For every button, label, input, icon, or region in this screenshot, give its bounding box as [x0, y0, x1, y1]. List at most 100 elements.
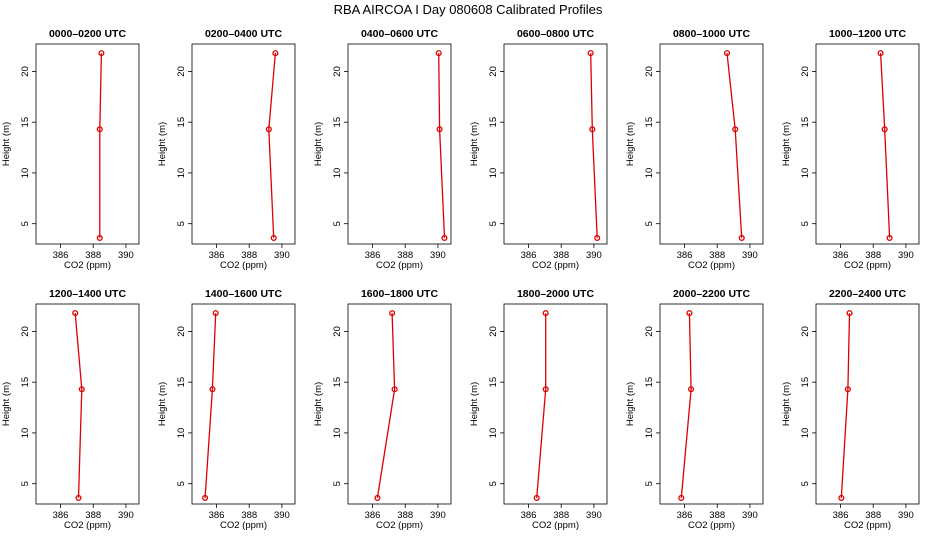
x-tick-label: 390: [898, 250, 914, 261]
profile-line: [726, 53, 743, 238]
data-point: [389, 310, 396, 317]
x-tick-label: 390: [586, 510, 602, 521]
y-tick-label: 15: [176, 377, 187, 388]
panel: 2200–2400 UTC 386 388 390 5 10 15 20 CO2 (ppm) He…: [781, 288, 920, 531]
data-point: [209, 386, 216, 393]
x-tick-label: 390: [118, 250, 134, 261]
data-point: [738, 234, 745, 241]
panel-title: 0800–1000 UTC: [673, 28, 750, 40]
x-axis-label: CO2 (ppm): [532, 260, 579, 271]
y-tick-label: 5: [332, 221, 343, 226]
x-axis-label: CO2 (ppm): [688, 520, 735, 531]
panel-title: 1600–1800 UTC: [361, 288, 438, 300]
y-tick-label: 10: [332, 428, 343, 439]
panel-grid: 0000–0200 UTC 386 388 390 5 10 15 20 CO2 (ppm) He…: [1, 28, 920, 531]
panel: 2000–2200 UTC 386 388 390 5 10 15 20 CO2 (ppm) He…: [625, 288, 764, 531]
data-point: [202, 494, 209, 501]
y-tick-label: 10: [176, 168, 187, 179]
profile-line: [268, 53, 277, 238]
data-point: [98, 50, 105, 57]
x-tick-label: 390: [274, 510, 290, 521]
x-tick-label: 390: [430, 250, 446, 261]
plot-frame: [659, 303, 764, 505]
y-tick-label: 10: [176, 428, 187, 439]
x-axis-label: CO2 (ppm): [220, 520, 267, 531]
panel-title: 0200–0400 UTC: [205, 28, 282, 40]
x-tick-label: 390: [274, 250, 290, 261]
data-point: [78, 386, 85, 393]
x-axis-label: CO2 (ppm): [376, 520, 423, 531]
x-axis-label: CO2 (ppm): [844, 260, 891, 271]
panel: 1200–1400 UTC 386 388 390 5 10 15 20 CO2 (ppm) He…: [1, 288, 140, 531]
x-tick-label: 390: [430, 510, 446, 521]
plot-frame: [815, 43, 920, 245]
profile-line: [536, 313, 547, 498]
x-tick-label: 386: [365, 250, 381, 261]
y-tick-label: 15: [488, 117, 499, 128]
y-axis-label: Height (m): [625, 122, 636, 166]
data-point: [838, 494, 845, 501]
panel-title: 2000–2200 UTC: [673, 288, 750, 300]
y-tick-label: 20: [20, 66, 31, 77]
data-point: [374, 494, 381, 501]
y-axis-label: Height (m): [469, 122, 480, 166]
data-point: [435, 50, 442, 57]
y-tick-label: 15: [20, 117, 31, 128]
x-tick-label: 390: [742, 510, 758, 521]
profile-line: [438, 53, 446, 238]
data-point: [886, 234, 893, 241]
y-tick-label: 5: [644, 221, 655, 226]
x-tick-label: 388: [241, 250, 257, 261]
x-axis-label: CO2 (ppm): [220, 260, 267, 271]
x-tick-label: 388: [397, 250, 413, 261]
profile-line: [590, 53, 598, 238]
y-tick-label: 20: [644, 66, 655, 77]
x-tick-label: 386: [521, 250, 537, 261]
panel: 1000–1200 UTC 386 388 390 5 10 15 20 CO2 (ppm) He…: [781, 28, 920, 271]
y-tick-label: 5: [488, 221, 499, 226]
data-point: [688, 386, 695, 393]
x-axis-label: CO2 (ppm): [688, 260, 735, 271]
y-axis-label: Height (m): [157, 122, 168, 166]
y-tick-label: 20: [800, 326, 811, 337]
profile-line: [204, 313, 217, 498]
plot-frame: [35, 43, 140, 245]
panel-title: 0000–0200 UTC: [49, 28, 126, 40]
y-tick-label: 20: [176, 66, 187, 77]
y-tick-label: 10: [20, 428, 31, 439]
y-tick-label: 5: [20, 481, 31, 486]
panel: 1400–1600 UTC 386 388 390 5 10 15 20 CO2 (ppm) He…: [157, 288, 296, 531]
y-axis-label: Height (m): [1, 382, 12, 426]
data-point: [75, 494, 82, 501]
y-tick-label: 10: [800, 168, 811, 179]
y-tick-label: 5: [20, 221, 31, 226]
y-tick-label: 5: [800, 221, 811, 226]
y-tick-label: 20: [644, 326, 655, 337]
y-tick-label: 10: [488, 168, 499, 179]
y-tick-label: 10: [488, 428, 499, 439]
y-tick-label: 20: [332, 326, 343, 337]
y-tick-label: 20: [332, 66, 343, 77]
profile-line: [74, 313, 83, 498]
x-tick-label: 388: [241, 510, 257, 521]
x-axis-label: CO2 (ppm): [376, 260, 423, 271]
panel-title: 1800–2000 UTC: [517, 288, 594, 300]
x-tick-label: 390: [118, 510, 134, 521]
panel: 0800–1000 UTC 386 388 390 5 10 15 20 CO2 (ppm) He…: [625, 28, 764, 271]
panel-title: 0400–0600 UTC: [361, 28, 438, 40]
y-axis-label: Height (m): [313, 122, 324, 166]
y-tick-label: 20: [488, 326, 499, 337]
data-point: [436, 126, 443, 133]
y-tick-label: 5: [332, 481, 343, 486]
x-tick-label: 386: [677, 250, 693, 261]
y-tick-label: 15: [644, 117, 655, 128]
panel-title: 2200–2400 UTC: [829, 288, 906, 300]
x-tick-label: 388: [553, 510, 569, 521]
y-tick-label: 15: [176, 117, 187, 128]
x-tick-label: 390: [898, 510, 914, 521]
y-axis-label: Height (m): [157, 382, 168, 426]
panel-title: 1000–1200 UTC: [829, 28, 906, 40]
y-tick-label: 10: [644, 428, 655, 439]
plot-frame: [191, 303, 296, 505]
y-tick-label: 10: [644, 168, 655, 179]
